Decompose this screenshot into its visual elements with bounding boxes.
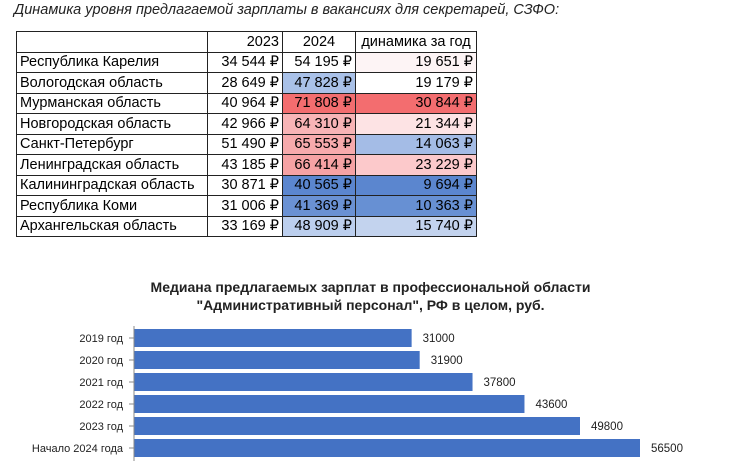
cell-region: Республика Коми (16, 195, 208, 217)
cell-2024: 65 553 ₽ (282, 133, 356, 155)
cell-2023: 30 871 ₽ (207, 174, 283, 196)
category-label: 2022 год (79, 399, 123, 411)
cell-region: Архангельская область (16, 215, 208, 237)
cell-2024: 48 909 ₽ (282, 215, 356, 237)
cell-region: Мурманская область (16, 92, 208, 114)
table-row: Калининградская область 30 871 ₽40 565 ₽9… (16, 174, 477, 196)
cell-2024: 40 565 ₽ (282, 174, 356, 196)
table-header-row: 2023 2024 динамика за год (16, 31, 477, 53)
salary-table: 2023 2024 динамика за год Республика Кар… (16, 31, 477, 237)
data-label: 31900 (431, 355, 463, 367)
cell-region: Новгородская область (16, 113, 208, 135)
cell-2023: 34 544 ₽ (207, 51, 283, 73)
bar (134, 439, 640, 457)
cell-region: Ленинградская область (16, 154, 208, 176)
cell-2023: 42 966 ₽ (207, 113, 283, 135)
category-label: 2019 год (79, 333, 123, 345)
cell-dynamics: 9 694 ₽ (355, 174, 477, 196)
data-label: 31000 (423, 333, 455, 345)
cell-2024: 47 828 ₽ (282, 72, 356, 94)
bar (134, 395, 525, 413)
category-label: Начало 2024 года (32, 443, 124, 455)
cell-dynamics: 23 229 ₽ (355, 154, 477, 176)
cell-dynamics: 19 179 ₽ (355, 72, 477, 94)
cell-dynamics: 30 844 ₽ (355, 92, 477, 114)
cell-dynamics: 15 740 ₽ (355, 215, 477, 237)
cell-dynamics: 14 063 ₽ (355, 133, 477, 155)
chart-title: Медиана предлагаемых зарплат в профессио… (150, 279, 591, 295)
cell-dynamics: 19 651 ₽ (355, 51, 477, 73)
category-label: 2020 год (79, 355, 123, 367)
table-row: Архангельская область 33 169 ₽48 909 ₽15 … (16, 215, 477, 237)
table-row: Ленинградская область 43 185 ₽66 414 ₽23 … (16, 154, 477, 176)
category-label: 2023 год (79, 421, 123, 433)
cell-region: Республика Карелия (16, 51, 208, 73)
cell-region: Вологодская область (16, 72, 208, 94)
data-label: 43600 (535, 399, 567, 411)
cell-2024: 64 310 ₽ (282, 113, 356, 135)
data-label: 56500 (651, 443, 683, 455)
table-row: Новгородская область 42 966 ₽64 310 ₽21 3… (16, 113, 477, 135)
table-caption: Динамика уровня предлагаемой зарплаты в … (14, 2, 560, 18)
bar (134, 329, 412, 347)
table-row: Республика Коми 31 006 ₽41 369 ₽10 363 ₽ (16, 195, 477, 217)
cell-2024: 66 414 ₽ (282, 154, 356, 176)
cell-2023: 33 169 ₽ (207, 215, 283, 237)
category-label: 2021 год (79, 377, 123, 389)
data-label: 49800 (591, 421, 623, 433)
table-row: Санкт-Петербург 51 490 ₽65 553 ₽14 063 ₽ (16, 133, 477, 155)
table-row: Вологодская область 28 649 ₽47 828 ₽19 17… (16, 72, 477, 94)
data-label: 37800 (484, 377, 516, 389)
table-row: Республика Карелия 34 544 ₽54 195 ₽19 651… (16, 51, 477, 73)
bar (134, 417, 580, 435)
cell-2024: 41 369 ₽ (282, 195, 356, 217)
bar (134, 351, 420, 369)
bar (134, 373, 473, 391)
chart-subtitle: "Административный персонал", РФ в целом,… (196, 297, 545, 313)
